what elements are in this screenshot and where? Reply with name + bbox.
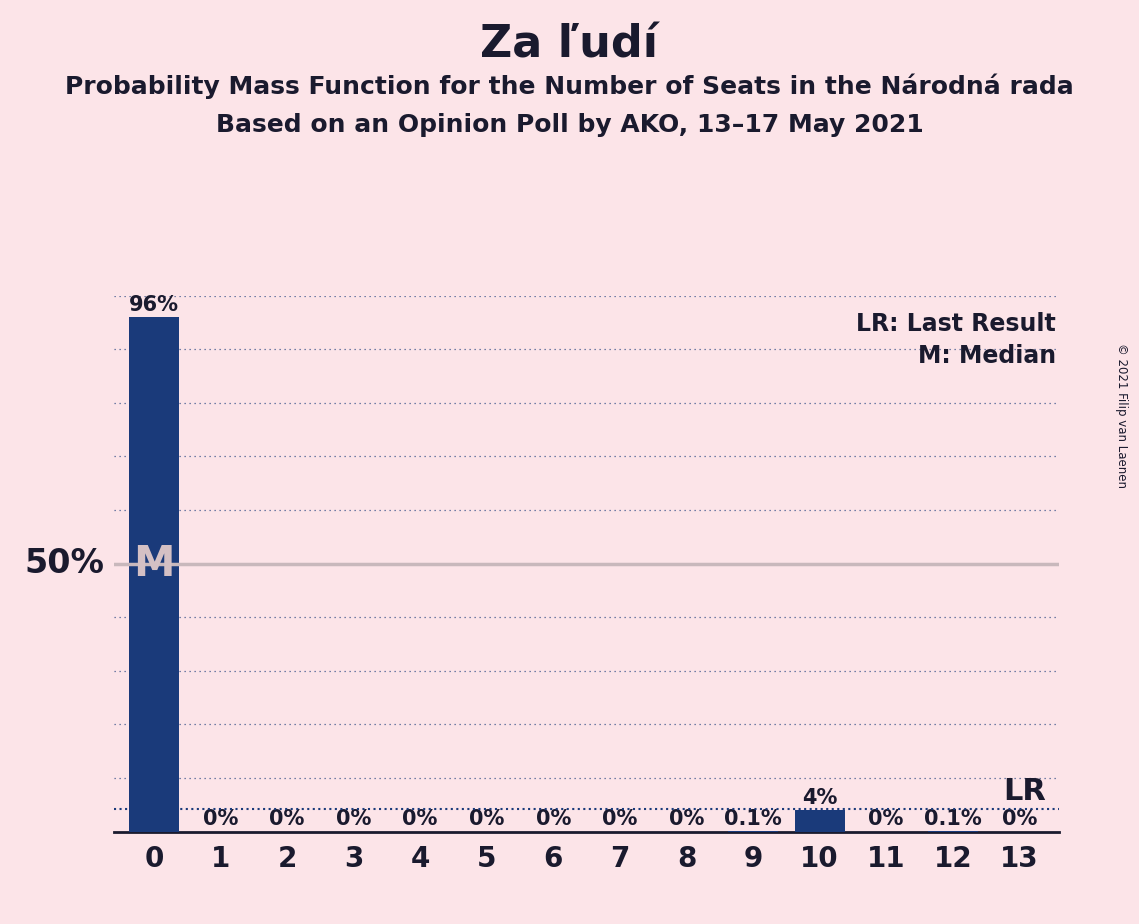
Text: M: Median: M: Median xyxy=(918,344,1056,368)
Text: © 2021 Filip van Laenen: © 2021 Filip van Laenen xyxy=(1115,344,1129,488)
Text: 0%: 0% xyxy=(669,809,704,830)
Text: 0%: 0% xyxy=(269,809,305,830)
Bar xyxy=(795,810,844,832)
Text: 0.1%: 0.1% xyxy=(724,808,781,829)
Text: 0%: 0% xyxy=(1001,809,1036,830)
Bar xyxy=(129,317,179,832)
Text: 4%: 4% xyxy=(802,788,837,808)
Text: 0%: 0% xyxy=(603,809,638,830)
Text: 0%: 0% xyxy=(469,809,505,830)
Text: 0%: 0% xyxy=(203,809,238,830)
Text: 0%: 0% xyxy=(535,809,571,830)
Text: 0%: 0% xyxy=(868,809,904,830)
Text: Za ľudí: Za ľudí xyxy=(481,23,658,67)
Text: LR: Last Result: LR: Last Result xyxy=(857,311,1056,335)
Text: 50%: 50% xyxy=(24,547,104,580)
Text: M: M xyxy=(133,542,174,585)
Text: 0.1%: 0.1% xyxy=(924,808,982,829)
Text: LR: LR xyxy=(1003,777,1046,807)
Text: 96%: 96% xyxy=(129,295,179,315)
Text: 0%: 0% xyxy=(402,809,437,830)
Text: 0%: 0% xyxy=(336,809,371,830)
Text: Based on an Opinion Poll by AKO, 13–17 May 2021: Based on an Opinion Poll by AKO, 13–17 M… xyxy=(215,113,924,137)
Text: Probability Mass Function for the Number of Seats in the Národná rada: Probability Mass Function for the Number… xyxy=(65,74,1074,100)
